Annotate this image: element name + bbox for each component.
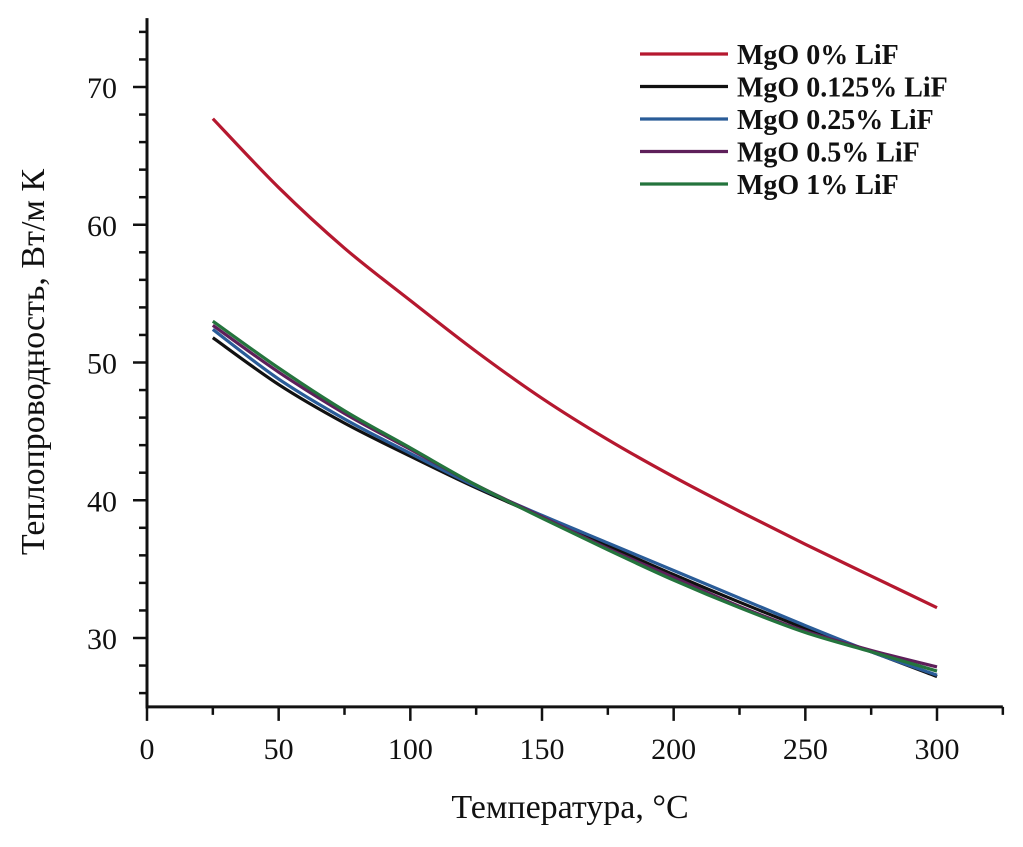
x-tick-label: 250 [783, 733, 828, 766]
legend-label: MgO 0.125% LiF [737, 73, 948, 104]
y-tick-label: 70 [87, 72, 117, 105]
legend-label: MgO 0.5% LiF [737, 138, 920, 169]
x-tick-label: 150 [520, 733, 565, 766]
x-tick-label: 0 [140, 733, 155, 766]
legend-label: MgO 0.25% LiF [737, 105, 934, 136]
x-tick-label: 100 [388, 733, 433, 766]
legend-label: MgO 0% LiF [737, 40, 899, 71]
x-tick-label: 300 [915, 733, 960, 766]
y-tick-label: 40 [87, 485, 117, 518]
series-line-mgo-0-5-lif [211, 324, 938, 669]
legend-item: MgO 0% LiF [640, 40, 899, 71]
axes: 30 40 50 60 70 0 50 100 150 200 250 300 [87, 18, 1005, 766]
y-tick-label: 60 [87, 210, 117, 243]
y-axis-title: Теплопроводность, Вт/м К [15, 169, 52, 556]
x-axis-title: Температура, °C [451, 789, 688, 826]
x-tick-label: 200 [651, 733, 696, 766]
legend-item: MgO 0.125% LiF [640, 73, 948, 104]
series-line-mgo-1-lif [211, 319, 938, 673]
x-tick-label: 50 [264, 733, 294, 766]
series-line-mgo-0-25-lif [211, 328, 938, 677]
legend-item: MgO 0.5% LiF [640, 138, 920, 169]
y-tick-label: 30 [87, 623, 117, 656]
series-group [211, 117, 938, 679]
y-tick-label: 50 [87, 348, 117, 381]
legend-label: MgO 1% LiF [737, 170, 899, 201]
legend-item: MgO 1% LiF [640, 170, 899, 201]
series-line-mgo-0-lif [211, 117, 938, 610]
legend-item: MgO 0.25% LiF [640, 105, 934, 136]
series-line-mgo-0-125-lif [211, 336, 938, 679]
